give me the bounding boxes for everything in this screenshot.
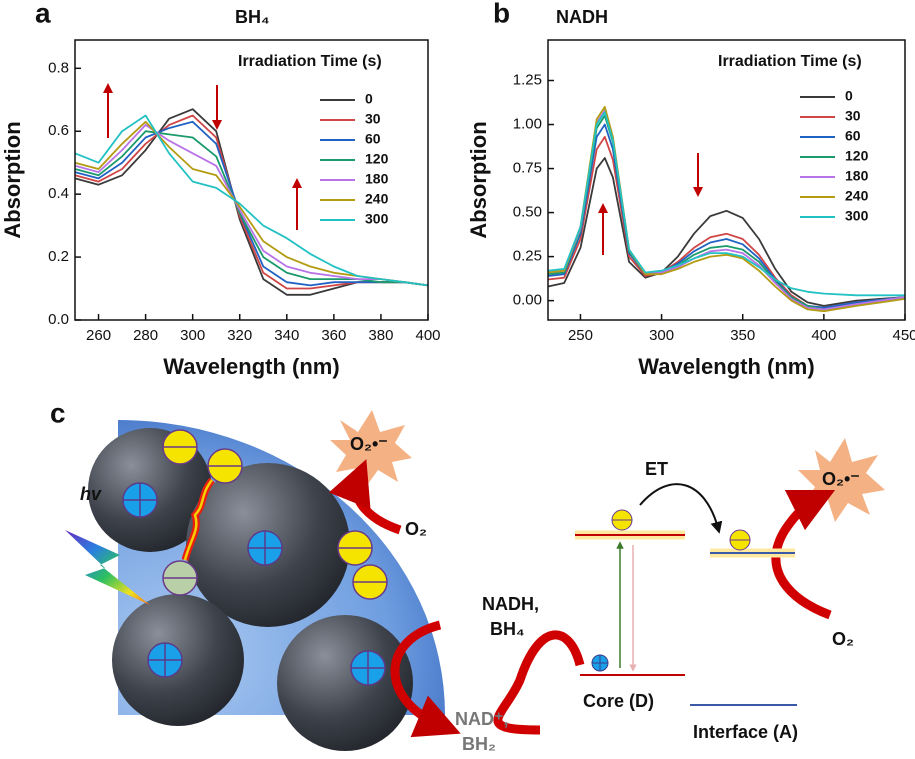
y-tick-label: 0.25 — [513, 248, 542, 265]
x-tick-label: 380 — [368, 327, 393, 344]
series-line — [547, 111, 905, 297]
x-axis-title: Wavelength (nm) — [163, 354, 339, 379]
legend-label: 60 — [845, 128, 861, 144]
chart-title: BH₄ — [235, 7, 270, 27]
legend-label: 120 — [365, 151, 389, 167]
y-tick-label: 0.75 — [513, 160, 542, 177]
legend-label: 0 — [845, 88, 853, 104]
x-tick-label: 300 — [649, 327, 674, 344]
y-tick-label: 0.6 — [48, 122, 69, 139]
series-line — [74, 120, 429, 287]
panel-label: c — [50, 397, 66, 428]
legend-label: 60 — [365, 131, 381, 147]
series-line — [74, 124, 429, 287]
y-tick-label: 0.8 — [48, 59, 69, 76]
plot-frame — [547, 39, 906, 321]
mechanism-diagram: c hv O₂•⁻ O₂ NADH, BH₄ NAD⁺, BH₂ ET Core… — [50, 397, 885, 754]
series-line — [74, 130, 429, 287]
y-tick-label: 0.2 — [48, 248, 69, 265]
y-axis-title: Absorption — [466, 121, 491, 238]
y-tick-label: 0.50 — [513, 204, 542, 221]
x-tick-label: 340 — [274, 327, 299, 344]
chart-arrows — [103, 83, 703, 255]
label: Core (D) — [583, 691, 654, 711]
x-tick-label: 260 — [86, 327, 111, 344]
label: NAD⁺, — [455, 709, 509, 729]
label: O₂•⁻ — [822, 469, 860, 489]
y-axis-title: Absorption — [0, 121, 25, 238]
legend-label: 120 — [845, 148, 869, 164]
x-tick-label: 280 — [133, 327, 158, 344]
legend-label: 30 — [365, 111, 381, 127]
x-tick-label: 250 — [568, 327, 593, 344]
x-tick-label: 350 — [730, 327, 755, 344]
series-line — [547, 157, 906, 307]
x-tick-label: 400 — [811, 327, 836, 344]
legend-label: 300 — [845, 208, 869, 224]
x-tick-label: 360 — [321, 327, 346, 344]
label: O₂•⁻ — [350, 434, 388, 454]
chart-title: NADH — [556, 7, 608, 27]
x-tick-label: 450 — [892, 327, 915, 344]
legend-label: 30 — [845, 108, 861, 124]
y-tick-label: 0.4 — [48, 185, 69, 202]
holes — [122, 482, 386, 686]
y-tick-label: 0.00 — [513, 292, 542, 309]
legend-label: 240 — [845, 188, 869, 204]
light — [65, 530, 150, 605]
label: BH₂ — [462, 734, 496, 754]
x-axis-title: Wavelength (nm) — [638, 354, 814, 379]
x-tick-label: 400 — [415, 327, 440, 344]
legend-title: Irradiation Time (s) — [238, 53, 382, 70]
legend-label: 180 — [365, 171, 389, 187]
plot-frame — [74, 39, 429, 321]
series-line — [547, 106, 906, 313]
label: ET — [645, 459, 668, 479]
legend-label: 0 — [365, 91, 373, 107]
y-tick-label: 1.25 — [513, 71, 542, 88]
legend-label: 300 — [365, 211, 389, 227]
series-line — [547, 114, 906, 311]
core-sphere — [277, 615, 413, 751]
x-tick-label: 300 — [180, 327, 205, 344]
label: O₂ — [832, 629, 854, 649]
legend-label: 240 — [365, 191, 389, 207]
series-line — [74, 114, 429, 287]
panel-label: b — [493, 0, 510, 28]
y-tick-label: 0.0 — [48, 311, 69, 328]
legend-label: 180 — [845, 168, 869, 184]
label: NADH, — [482, 594, 539, 614]
panel-label: a — [35, 0, 51, 28]
legend-title: Irradiation Time (s) — [718, 53, 862, 70]
label: Interface (A) — [693, 722, 798, 742]
y-tick-label: 1.00 — [513, 115, 542, 132]
label: BH₄ — [490, 619, 525, 639]
electrons — [162, 429, 388, 600]
reaction-arrows — [328, 459, 836, 738]
label: O₂ — [405, 519, 427, 539]
x-tick-label: 320 — [227, 327, 252, 344]
label: hv — [80, 484, 102, 504]
